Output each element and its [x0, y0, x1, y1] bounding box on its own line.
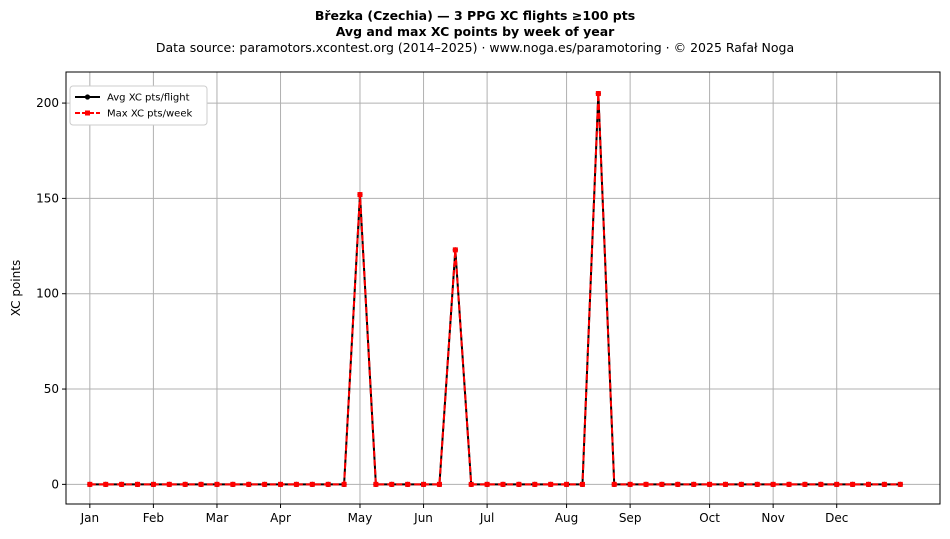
data-point: [643, 481, 649, 487]
data-point: [850, 481, 856, 487]
data-point: [293, 481, 299, 487]
data-point: [198, 481, 204, 487]
data-point: [691, 481, 697, 487]
data-source-note: Data source: paramotors.xcontest.org (20…: [155, 40, 795, 55]
x-tick-label: Nov: [761, 511, 784, 525]
data-point: [770, 481, 776, 487]
data-point: [707, 481, 713, 487]
data-point: [532, 481, 538, 487]
y-tick-label: 0: [51, 477, 59, 491]
data-point: [834, 481, 840, 487]
y-tick-label: 50: [44, 382, 59, 396]
y-tick-label: 150: [36, 191, 59, 205]
data-point: [564, 481, 570, 487]
data-point: [135, 481, 141, 487]
x-tick-label: Dec: [825, 511, 848, 525]
chart-subtitle: Avg and max XC points by week of year: [335, 24, 615, 39]
data-point: [865, 481, 871, 487]
chart-titles: Březka (Czechia) — 3 PPG XC flights ≥100…: [0, 8, 950, 56]
data-point: [246, 481, 252, 487]
data-point: [818, 481, 824, 487]
data-point: [182, 481, 188, 487]
y-axis-ticks: 0 50 100 150 200: [36, 96, 66, 491]
chart-title: Březka (Czechia) — 3 PPG XC flights ≥100…: [314, 8, 636, 23]
legend-swatch-marker: [84, 94, 91, 100]
data-point: [341, 481, 347, 487]
data-point: [802, 481, 808, 487]
data-point: [103, 481, 109, 487]
data-point: [579, 481, 585, 487]
data-point: [278, 481, 284, 487]
x-tick-label: Jul: [479, 511, 494, 525]
data-point: [421, 481, 427, 487]
data-point: [611, 481, 617, 487]
legend-swatch-marker: [85, 110, 90, 116]
data-point: [595, 91, 601, 97]
data-point: [87, 481, 93, 487]
data-point: [754, 481, 760, 487]
grid: [66, 72, 940, 504]
legend-label: Max XC pts/week: [107, 109, 192, 120]
data-point: [373, 481, 379, 487]
data-point: [897, 481, 903, 487]
data-point: [516, 481, 522, 487]
series-avg: [87, 90, 903, 487]
data-point: [452, 247, 458, 253]
x-tick-label: Feb: [143, 511, 164, 525]
data-point: [548, 481, 554, 487]
data-point: [468, 481, 474, 487]
series-max: [87, 91, 903, 487]
legend-label: Avg XC pts/flight: [107, 93, 190, 104]
x-axis-ticks: Jan Feb Mar Apr May Jun Jul Aug Sep Oct Nov Dec: [80, 504, 848, 525]
x-tick-label: Jun: [413, 511, 433, 525]
data-point: [119, 481, 125, 487]
data-point: [357, 192, 363, 198]
data-point: [627, 481, 633, 487]
data-point: [150, 481, 156, 487]
data-point: [325, 481, 331, 487]
x-tick-label: Aug: [555, 511, 578, 525]
x-tick-label: Oct: [699, 511, 720, 525]
data-point: [786, 481, 792, 487]
data-point: [722, 481, 728, 487]
data-point: [436, 481, 442, 487]
y-tick-label: 100: [36, 287, 59, 301]
data-point: [389, 481, 395, 487]
series-line: [89, 92, 901, 486]
y-axis-label: XC points: [9, 260, 23, 316]
plot-frame: [65, 71, 941, 505]
data-point: [405, 481, 411, 487]
data-point: [738, 481, 744, 487]
legend-box: [69, 85, 208, 126]
data-point: [675, 481, 681, 487]
data-point: [500, 481, 506, 487]
data-point: [262, 481, 268, 487]
data-point: [166, 481, 172, 487]
series-line: [89, 92, 901, 486]
y-tick-label: 200: [36, 96, 59, 110]
x-tick-label: May: [348, 511, 373, 525]
series-layer: [87, 90, 903, 487]
data-point: [659, 481, 665, 487]
data-point: [881, 481, 887, 487]
data-point: [309, 481, 315, 487]
x-tick-label: Sep: [619, 511, 642, 525]
x-tick-label: Apr: [270, 511, 291, 525]
legend: Avg XC pts/flight Max XC pts/week: [69, 85, 208, 126]
data-point: [230, 481, 236, 487]
data-point: [484, 481, 490, 487]
x-tick-label: Jan: [80, 511, 100, 525]
data-point: [214, 481, 220, 487]
x-tick-label: Mar: [206, 511, 229, 525]
